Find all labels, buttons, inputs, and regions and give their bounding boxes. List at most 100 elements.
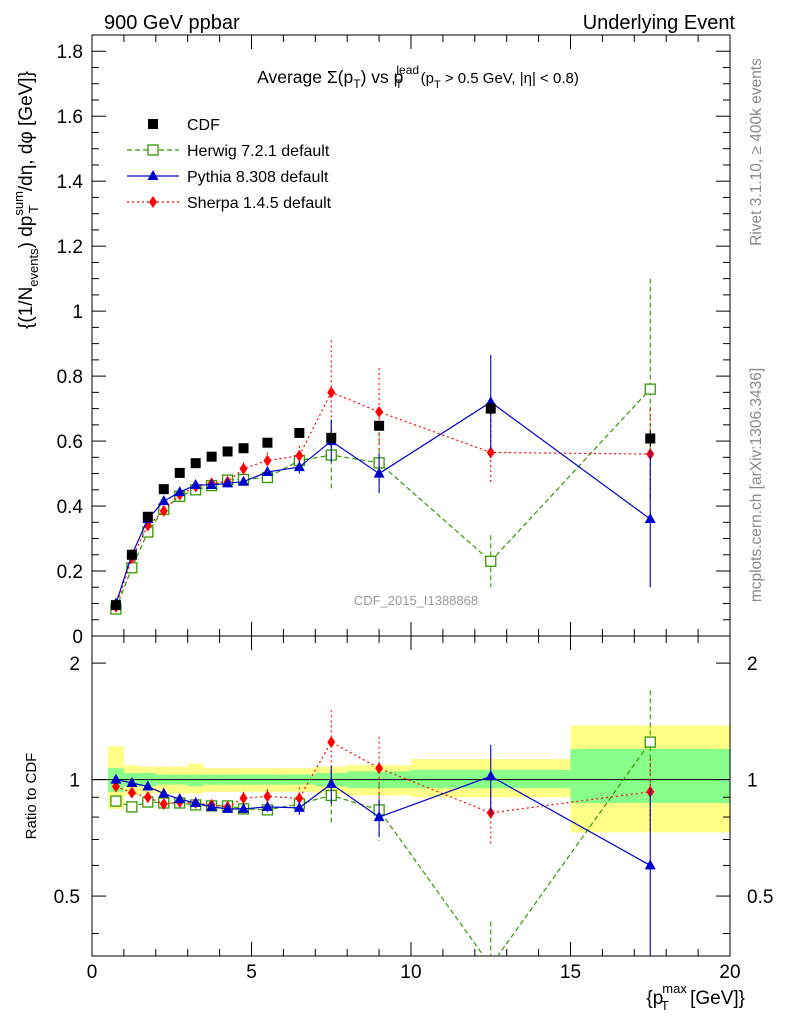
pythia-marker: [126, 776, 138, 787]
rivet-version-label: Rivet 3.1.10, ≥ 400k events: [748, 58, 765, 246]
herwig-marker: [486, 961, 496, 971]
legend-entry-data: CDF: [148, 117, 220, 134]
legend-entry-sherpa: Sherpa 1.4.5 default: [127, 195, 332, 212]
herwig-line: [115, 388, 651, 610]
sherpa-marker: [295, 792, 304, 805]
pythia-marker: [110, 773, 122, 784]
legend-entry-pythia: Pythia 8.308 default: [127, 169, 329, 186]
y-tick-label: 0.4: [57, 497, 84, 518]
cdf-data-point: [174, 467, 185, 478]
sherpa-marker: [375, 762, 384, 775]
plot-title: Average Σ(pT) vs plead T (pT > 0.5 GeV, |…: [257, 63, 579, 91]
ratio-tick-label-right: 0.5: [747, 887, 773, 908]
herwig-marker: [147, 144, 159, 156]
band-inner: [187, 774, 204, 787]
herwig-marker: [644, 736, 656, 748]
pythia-marker: [222, 477, 234, 488]
ratio-tick-label-right: 2: [747, 654, 758, 675]
pythia-marker: [293, 801, 305, 812]
sherpa-marker: [239, 792, 248, 805]
pythia-marker: [206, 800, 218, 811]
sherpa-marker: [143, 791, 152, 804]
pythia-marker: [485, 770, 497, 781]
x-tick-label: 0: [87, 962, 98, 983]
sherpa-marker: [127, 786, 136, 799]
header-energy: 900 GeV ppbar: [104, 12, 240, 34]
side-labels: Rivet 3.1.10, ≥ 400k events mcplots.cern…: [748, 58, 765, 602]
ratio-tick-label-right: 1: [747, 771, 758, 792]
sherpa-marker: [159, 797, 168, 810]
ratio-tick-label-left: 0.5: [54, 887, 80, 908]
sherpa-marker: [149, 196, 157, 208]
axis-tick-labels: 0 5 10 15 20 0 0.2 0.4 0.6 0.8 1 1.2 1.4 1.6 1.8 0.5 0.5…: [54, 42, 774, 983]
cdf-data-point: [374, 420, 385, 431]
legend-entry-herwig: Herwig 7.2.1 default: [127, 143, 330, 160]
y-tick-label: 1.4: [57, 172, 84, 193]
y-tick-label: 1: [72, 302, 83, 323]
pythia-marker: [142, 780, 154, 791]
pythia-marker: [644, 513, 656, 524]
main-y-axis-label: {(1/Nevents) dpsumT/dη, dφ [GeV]}: [11, 71, 41, 329]
pythia-marker: [261, 800, 273, 811]
y-tick-label: 0.8: [57, 367, 83, 388]
herwig-marker: [126, 801, 138, 813]
ratio-uncertainty-bands: [107, 725, 730, 833]
cdf-data-point: [148, 119, 158, 129]
pythia-marker: [190, 478, 202, 489]
cdf-data-point: [326, 432, 337, 443]
cdf-data-point: [110, 600, 121, 611]
pythia-marker: [293, 461, 305, 472]
sherpa-marker: [295, 449, 304, 462]
cdf-data-point: [190, 458, 201, 469]
herwig-marker: [485, 555, 497, 567]
x-axis-label: {pmax T [GeV]}: [646, 981, 745, 1013]
sherpa-marker: [486, 446, 495, 459]
cdf-data-point: [238, 443, 249, 454]
sherpa-marker: [375, 405, 384, 418]
x-tick-label: 5: [246, 962, 257, 983]
pythia-marker: [238, 802, 250, 813]
cdf-data-point: [262, 437, 273, 448]
pythia-line: [115, 401, 651, 604]
cdf-data-point: [142, 511, 153, 522]
pythia-marker: [373, 467, 385, 478]
x-tick-label: 10: [400, 962, 421, 983]
pythia-marker: [158, 787, 170, 798]
legend: CDF Herwig 7.2.1 default Pythia 8.308 defa…: [127, 117, 332, 212]
sherpa-marker: [327, 386, 336, 399]
pythia-marker: [373, 811, 385, 822]
pythia-marker: [206, 478, 218, 489]
analysis-watermark: CDF_2015_I1388868: [354, 593, 478, 608]
y-tick-label: 0: [72, 627, 83, 648]
pythia-marker: [158, 495, 170, 506]
pythia-marker: [147, 170, 159, 180]
legend-label-herwig: Herwig 7.2.1 default: [187, 143, 330, 160]
axis-ticks: [91, 35, 731, 956]
pythia-marker: [174, 486, 186, 497]
cdf-data-point: [222, 446, 233, 457]
sherpa-marker: [327, 736, 336, 749]
pythia-marker: [174, 793, 186, 804]
ratio-tick-label-left: 2: [69, 654, 80, 675]
pythia-marker: [261, 465, 273, 476]
y-tick-label: 1.2: [57, 237, 83, 258]
y-tick-label: 0.6: [57, 432, 83, 453]
pythia-marker: [325, 777, 337, 788]
legend-label-sherpa: Sherpa 1.4.5 default: [187, 195, 332, 212]
sherpa-marker: [239, 462, 248, 475]
x-tick-label: 15: [560, 962, 581, 983]
ratio-series-group: [110, 690, 656, 971]
herwig-marker: [644, 383, 656, 395]
y-tick-label: 1.8: [57, 42, 83, 63]
pythia-marker: [238, 475, 250, 486]
herwig-marker: [110, 795, 122, 807]
mcplots-label: mcplots.cern.ch [arXiv:1306.3436]: [748, 368, 765, 602]
cdf-data-point: [158, 484, 169, 495]
cdf-data-point: [485, 403, 496, 414]
sherpa-marker: [263, 790, 272, 803]
x-tick-label: 20: [719, 962, 740, 983]
main-series-group: [110, 278, 656, 615]
cdf-data-point: [206, 451, 217, 462]
cdf-data-point: [126, 549, 137, 560]
y-tick-label: 0.2: [57, 562, 83, 583]
